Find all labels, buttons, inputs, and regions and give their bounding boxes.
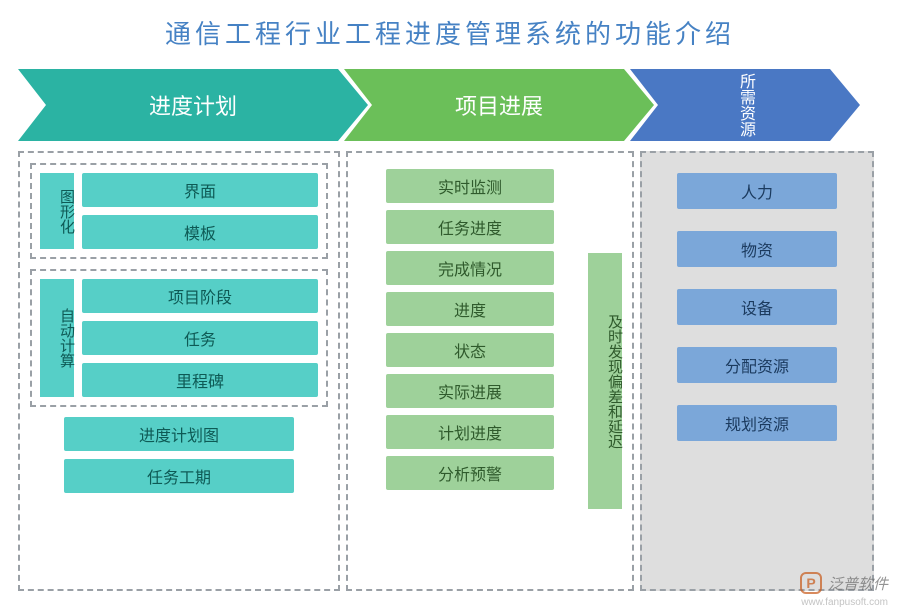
arrow-label-2: 项目进展	[455, 89, 543, 121]
arrow-label-3: 所需资源	[737, 73, 753, 137]
column-schedule-plan: 图形化 界面 模板 自动计算 项目阶段 任务 里程碑 进度计划图 任务工期	[18, 151, 340, 591]
pill-realtime-monitor: 实时监测	[386, 169, 554, 203]
pill-stack-graphical: 界面 模板	[82, 173, 318, 249]
pill-interface: 界面	[82, 173, 318, 207]
pill-equipment: 设备	[677, 289, 837, 325]
pill-allocate-resource: 分配资源	[677, 347, 837, 383]
group-graphical: 图形化 界面 模板	[30, 163, 328, 259]
pill-manpower: 人力	[677, 173, 837, 209]
watermark-url: www.fanpusoft.com	[801, 597, 888, 608]
page-title: 通信工程行业工程进度管理系统的功能介绍	[0, 0, 900, 69]
pill-task-progress: 任务进度	[386, 210, 554, 244]
arrow-schedule-plan: 进度计划	[18, 69, 368, 141]
arrow-label-1: 进度计划	[149, 89, 237, 121]
pill-task: 任务	[82, 321, 318, 355]
pill-materials: 物资	[677, 231, 837, 267]
col2-stack: 实时监测 任务进度 完成情况 进度 状态 实际进展 计划进度 分析预警	[358, 163, 582, 490]
watermark-logo-icon	[800, 572, 822, 594]
pill-stack-auto-calc: 项目阶段 任务 里程碑	[82, 279, 318, 397]
footer-stack: 进度计划图 任务工期	[30, 417, 328, 493]
vlabel-auto-calc: 自动计算	[40, 279, 74, 397]
watermark-text: 泛普软件	[828, 573, 888, 594]
vlabel-graphical: 图形化	[40, 173, 74, 249]
pill-task-duration: 任务工期	[64, 459, 294, 493]
pill-template: 模板	[82, 215, 318, 249]
arrow-resources: 所需资源	[630, 69, 860, 141]
pill-actual-progress: 实际进展	[386, 374, 554, 408]
watermark: 泛普软件 www.fanpusoft.com	[800, 572, 888, 594]
pill-analysis-warning: 分析预警	[386, 456, 554, 490]
vlabel-timely-detect: 及时发现偏差和延迟	[588, 253, 622, 509]
pill-milestone: 里程碑	[82, 363, 318, 397]
group-auto-calc: 自动计算 项目阶段 任务 里程碑	[30, 269, 328, 407]
pill-plan-progress: 计划进度	[386, 415, 554, 449]
columns-container: 图形化 界面 模板 自动计算 项目阶段 任务 里程碑 进度计划图 任务工期 实时…	[18, 151, 882, 591]
pill-completion: 完成情况	[386, 251, 554, 285]
column-project-progress: 实时监测 任务进度 完成情况 进度 状态 实际进展 计划进度 分析预警 及时发现…	[346, 151, 634, 591]
pill-progress: 进度	[386, 292, 554, 326]
column-resources: 人力 物资 设备 分配资源 规划资源	[640, 151, 874, 591]
pill-plan-resource: 规划资源	[677, 405, 837, 441]
arrows-row: 进度计划 项目进展 所需资源	[18, 69, 882, 141]
pill-status: 状态	[386, 333, 554, 367]
pill-project-phase: 项目阶段	[82, 279, 318, 313]
col3-stack: 人力 物资 设备 分配资源 规划资源	[652, 163, 862, 441]
pill-schedule-chart: 进度计划图	[64, 417, 294, 451]
arrow-project-progress: 项目进展	[344, 69, 654, 141]
